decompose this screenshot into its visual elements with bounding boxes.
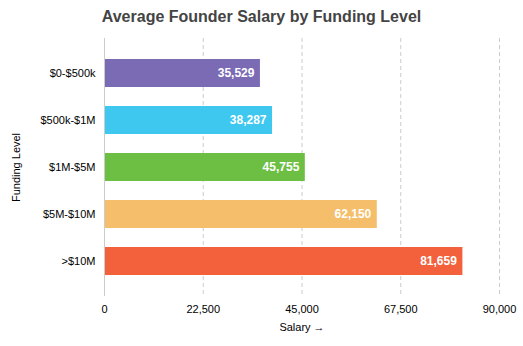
svg-text:>$10M: >$10M	[62, 255, 96, 267]
svg-text:45,000: 45,000	[285, 303, 319, 315]
svg-text:62,150: 62,150	[335, 207, 372, 221]
svg-text:81,659: 81,659	[420, 254, 457, 268]
svg-text:35,529: 35,529	[218, 66, 255, 80]
svg-text:45,755: 45,755	[263, 160, 300, 174]
svg-text:0: 0	[101, 303, 107, 315]
svg-text:$1M-$5M: $1M-$5M	[49, 161, 95, 173]
svg-text:Salary →: Salary →	[279, 321, 324, 333]
svg-text:$5M-$10M: $5M-$10M	[43, 208, 96, 220]
svg-text:Funding Level: Funding Level	[10, 133, 22, 202]
svg-text:38,287: 38,287	[230, 113, 267, 127]
html-text:Average Founder Salary by Fund: Average Founder Salary by Funding Level	[101, 8, 422, 25]
svg-text:90,000: 90,000	[483, 303, 517, 315]
svg-text:$500k-$1M: $500k-$1M	[40, 114, 95, 126]
svg-text:22,500: 22,500	[186, 303, 220, 315]
svg-text:$0-$500k: $0-$500k	[50, 67, 96, 79]
svg-text:67,500: 67,500	[384, 303, 418, 315]
